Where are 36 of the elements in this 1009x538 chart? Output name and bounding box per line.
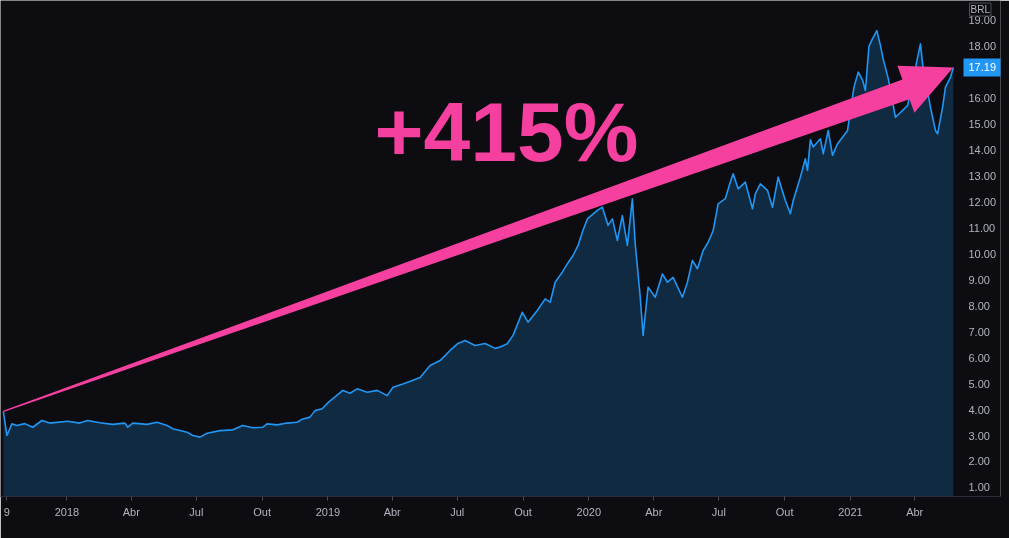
x-tick-label: 2020 (576, 505, 602, 518)
x-tick-label: Jul (189, 505, 204, 518)
x-tick-label: Out (253, 505, 271, 518)
y-tick-label: 14.00 (968, 144, 997, 157)
y-tick-label: 1.00 (968, 481, 990, 494)
x-tick-label: 2018 (54, 505, 80, 518)
y-tick-label: 13.00 (968, 170, 997, 183)
y-tick-label: 9.00 (968, 273, 990, 286)
y-tick-label: 3.00 (968, 429, 990, 442)
y-axis-title: BRL (970, 4, 991, 15)
y-tick-label: 19.00 (968, 14, 997, 27)
y-tick-label: 2.00 (968, 455, 990, 468)
x-tick-label: Out (775, 505, 794, 518)
annotation: +415% (374, 84, 639, 179)
y-tick-label: 11.00 (968, 222, 996, 235)
y-tick-label: 15.00 (968, 118, 997, 131)
x-tick-label: 2019 (315, 505, 341, 518)
y-tick-label: 6.00 (968, 351, 990, 364)
annotation: 17.19 (968, 61, 997, 74)
y-tick-label: 7.00 (968, 325, 990, 338)
y-tick-label: 18.00 (968, 40, 997, 53)
x-tick-label: Abr (383, 505, 402, 518)
y-tick-label: 10.00 (968, 247, 997, 260)
y-tick-label: 16.00 (968, 92, 997, 105)
y-tick-label: 8.00 (968, 299, 990, 312)
x-tick-label: Abr (906, 505, 924, 518)
x-tick-label: 2021 (838, 505, 863, 518)
x-tick-label: Out (514, 505, 532, 518)
x-tick-label: Jul (711, 505, 726, 518)
x-tick-label: 9 (3, 505, 10, 518)
y-tick-label: 12.00 (968, 196, 997, 209)
x-tick-label: Abr (122, 505, 141, 518)
x-tick-label: Jul (450, 505, 465, 518)
y-tick-label: 5.00 (968, 377, 990, 390)
y-tick-label: 4.00 (968, 403, 990, 416)
x-tick-label: Abr (645, 505, 663, 518)
